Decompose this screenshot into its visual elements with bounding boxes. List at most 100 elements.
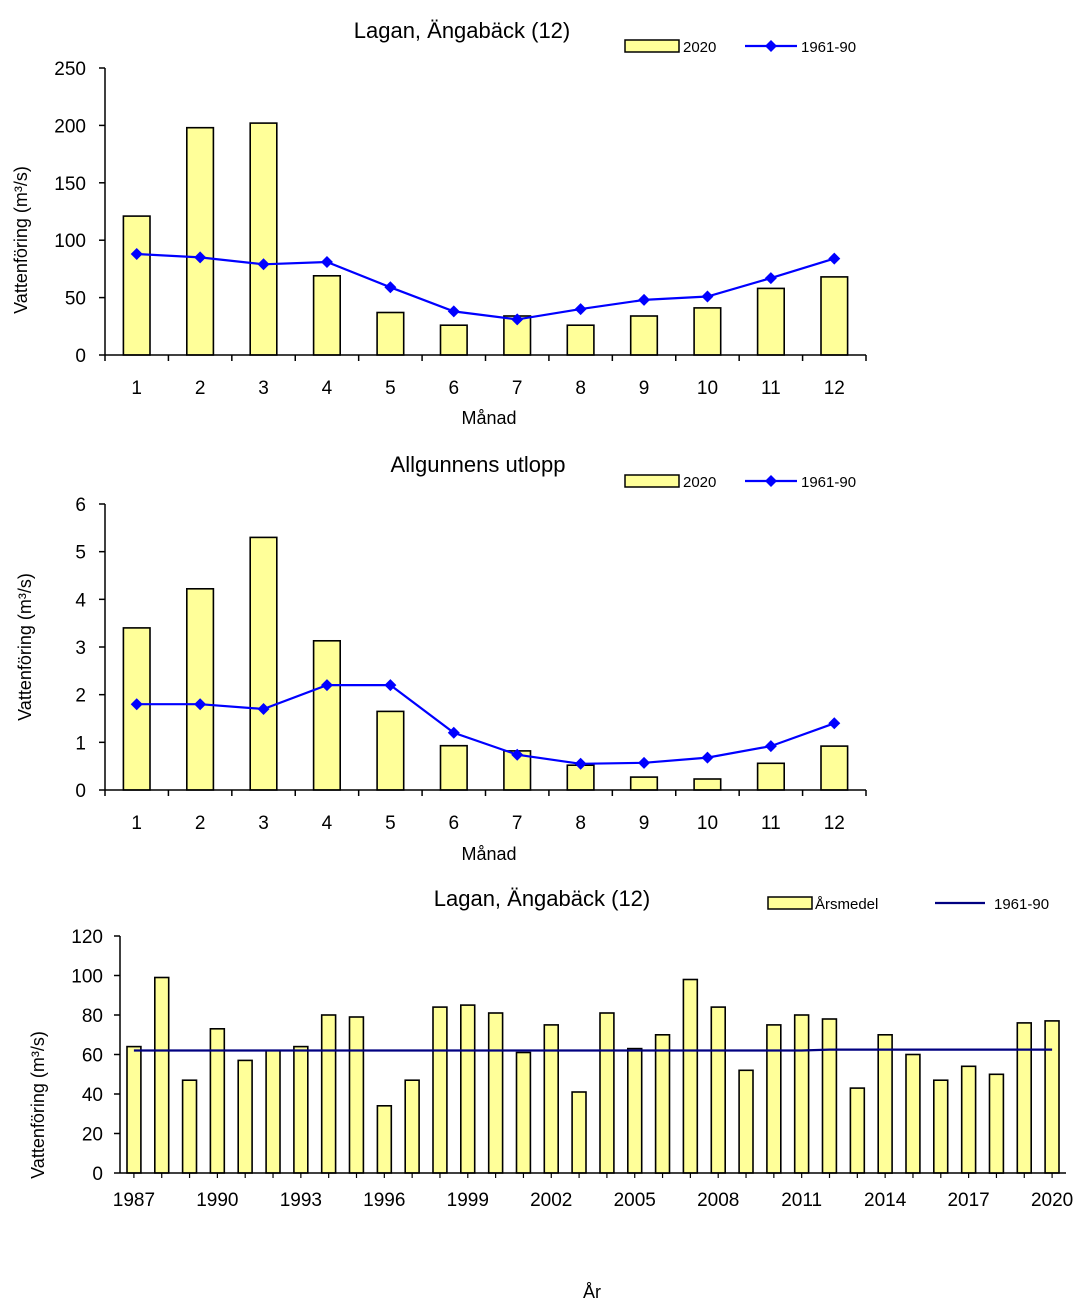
y-tick-label: 4 xyxy=(75,590,86,611)
y-axis-title: Vattenföring (m³/s) xyxy=(15,573,35,721)
bar-2020 xyxy=(1044,1020,1060,1174)
bar-2010 xyxy=(766,1024,782,1174)
bar-2008 xyxy=(710,1006,726,1174)
y-tick-label: 0 xyxy=(92,1164,103,1185)
x-tick-label: 1 xyxy=(131,378,142,399)
y-tick-label: 100 xyxy=(71,967,103,988)
x-tick-label: 8 xyxy=(575,378,586,399)
bar-2 xyxy=(186,126,215,356)
bar-2002 xyxy=(543,1024,559,1174)
x-axis-title: Månad xyxy=(461,408,516,428)
bar-2003 xyxy=(571,1091,587,1174)
bar-2005 xyxy=(626,1047,643,1174)
x-tick-label: 4 xyxy=(322,813,333,834)
point-1961-90 xyxy=(320,679,333,692)
bar-1998 xyxy=(432,1006,448,1174)
x-axis-title: Månad xyxy=(461,844,516,864)
x-tick-label: 1993 xyxy=(280,1190,322,1211)
x-tick-label: 2 xyxy=(195,378,206,399)
y-tick-label: 40 xyxy=(82,1085,103,1106)
y-tick-label: 60 xyxy=(82,1046,103,1067)
x-tick-label: 10 xyxy=(697,813,718,834)
y-tick-label: 80 xyxy=(82,1006,103,1027)
bar-2017 xyxy=(960,1065,977,1174)
legend-label-1961-90: 1961-90 xyxy=(801,474,856,491)
x-tick-label: 2011 xyxy=(781,1190,822,1211)
y-tick-label: 2 xyxy=(75,686,86,707)
bar-1989 xyxy=(181,1079,198,1174)
legend-label-2020: 2020 xyxy=(683,39,716,56)
x-tick-label: 11 xyxy=(761,378,781,399)
x-tick-label: 2 xyxy=(195,813,206,834)
point-1961-90 xyxy=(447,305,460,318)
x-tick-label: 4 xyxy=(322,378,333,399)
chart-title: Allgunnens utlopp xyxy=(391,452,566,477)
bar-3 xyxy=(249,122,278,356)
y-tick-label: 100 xyxy=(54,231,86,252)
point-1961-90 xyxy=(511,313,524,326)
point-1961-90 xyxy=(384,679,397,692)
y-axis-title: Vattenföring (m³/s) xyxy=(11,166,31,314)
bar-1996 xyxy=(376,1105,393,1174)
bar-1987 xyxy=(126,1045,142,1174)
bar-10 xyxy=(693,307,722,356)
x-tick-label: 2014 xyxy=(864,1190,907,1211)
chart-monthly-lagan: Lagan, Ängabäck (12) Vattenföring (m³/s)… xyxy=(11,18,867,428)
x-axis-title: År xyxy=(583,1282,601,1300)
y-tick-label: 200 xyxy=(54,116,86,137)
bar-1995 xyxy=(348,1016,365,1174)
bar-2013 xyxy=(849,1087,866,1174)
bar-12 xyxy=(820,276,849,356)
bar-2019 xyxy=(1016,1022,1032,1174)
bar-1992 xyxy=(265,1049,281,1174)
x-tick-label: 3 xyxy=(258,378,269,399)
bar-6 xyxy=(439,324,468,356)
series-line-1961-90 xyxy=(136,252,835,321)
point-1961-90 xyxy=(701,751,714,764)
legend-swatch-2020 xyxy=(624,39,680,53)
bar-5 xyxy=(376,311,405,356)
bar-8 xyxy=(566,324,595,356)
bar-1 xyxy=(122,215,151,356)
bar-2009 xyxy=(738,1069,754,1174)
x-tick-label: 2005 xyxy=(614,1190,656,1211)
point-1961-90 xyxy=(638,293,651,306)
y-tick-label: 20 xyxy=(82,1125,103,1146)
y-tick-label: 5 xyxy=(75,543,86,564)
x-tick-label: 12 xyxy=(824,813,845,834)
legend: Årsmedel 1961-90 xyxy=(767,896,1049,913)
bar-1988 xyxy=(154,976,170,1174)
bar-3 xyxy=(249,536,278,791)
point-1961-90 xyxy=(257,702,270,715)
bar-2015 xyxy=(905,1053,921,1174)
x-tick-label: 7 xyxy=(512,378,523,399)
x-tick-label: 2008 xyxy=(697,1190,739,1211)
legend: 2020 1961-90 xyxy=(624,39,856,56)
bar-12 xyxy=(820,745,849,791)
chart-monthly-allgunnen: Allgunnens utlopp Vattenföring (m³/s) Må… xyxy=(15,452,867,864)
point-1961-90 xyxy=(384,281,397,294)
x-tick-label: 5 xyxy=(385,813,396,834)
bar-2000 xyxy=(487,1012,504,1174)
x-tick-label: 2017 xyxy=(947,1190,989,1211)
bar-11 xyxy=(756,762,785,791)
point-1961-90 xyxy=(574,303,587,316)
x-tick-label: 11 xyxy=(761,813,781,834)
x-tick-label: 2002 xyxy=(530,1190,572,1211)
chart-title: Lagan, Ängabäck (12) xyxy=(354,18,571,43)
point-1961-90 xyxy=(574,757,587,770)
y-axis-title: Vattenföring (m³/s) xyxy=(28,1031,48,1179)
bar-4 xyxy=(312,274,342,356)
legend-label-2020: 2020 xyxy=(683,474,716,491)
bar-2018 xyxy=(988,1073,1005,1174)
bar-10 xyxy=(693,778,722,791)
x-tick-label: 9 xyxy=(639,378,650,399)
bar-2011 xyxy=(793,1014,810,1174)
series-line-1961-90 xyxy=(136,683,835,765)
x-tick-label: 2020 xyxy=(1031,1190,1073,1211)
bar-2001 xyxy=(515,1051,532,1174)
point-1961-90 xyxy=(828,717,841,730)
bar-1999 xyxy=(459,1004,476,1174)
bar-6 xyxy=(439,744,468,791)
series-line-1961-90 xyxy=(133,1048,1053,1052)
